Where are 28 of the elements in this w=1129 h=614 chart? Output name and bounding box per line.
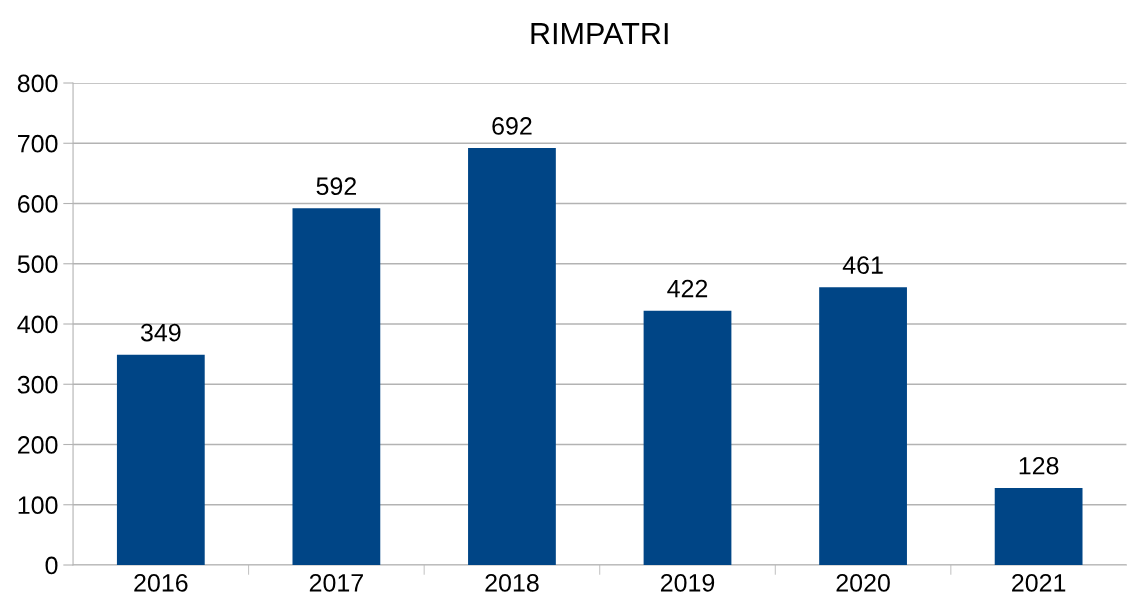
y-tick-label: 200	[18, 436, 58, 454]
data-label: 422	[667, 279, 708, 298]
y-tick-label: 500	[17, 255, 58, 274]
bar	[994, 487, 1083, 565]
y-tick-label: 100	[18, 496, 58, 515]
data-label: 128	[1019, 456, 1059, 475]
data-label: 349	[140, 323, 181, 342]
y-tick-label: 700	[18, 134, 58, 153]
y-tick-label: 0	[45, 556, 58, 575]
x-tick-label: 2018	[485, 574, 539, 592]
data-label: 592	[316, 177, 356, 196]
y-tick-label: 300	[17, 375, 58, 394]
x-tick-label: 2021	[1012, 574, 1066, 592]
bar	[468, 148, 556, 565]
x-tick-label: 2016	[134, 574, 188, 592]
x-tick-label: 2020	[836, 574, 890, 592]
data-label: 461	[842, 256, 883, 274]
x-tick-label: 2019	[660, 574, 715, 592]
bar	[292, 208, 381, 565]
chart-title: RIMPATRI	[531, 23, 668, 45]
bar	[819, 287, 907, 565]
y-tick-label: 400	[17, 315, 58, 334]
y-tick-label: 600	[18, 195, 58, 213]
x-tick-label: 2017	[309, 574, 363, 592]
data-label: 692	[492, 117, 532, 135]
bar	[116, 354, 205, 565]
bar	[643, 310, 732, 565]
y-tick-label: 800	[17, 74, 58, 93]
